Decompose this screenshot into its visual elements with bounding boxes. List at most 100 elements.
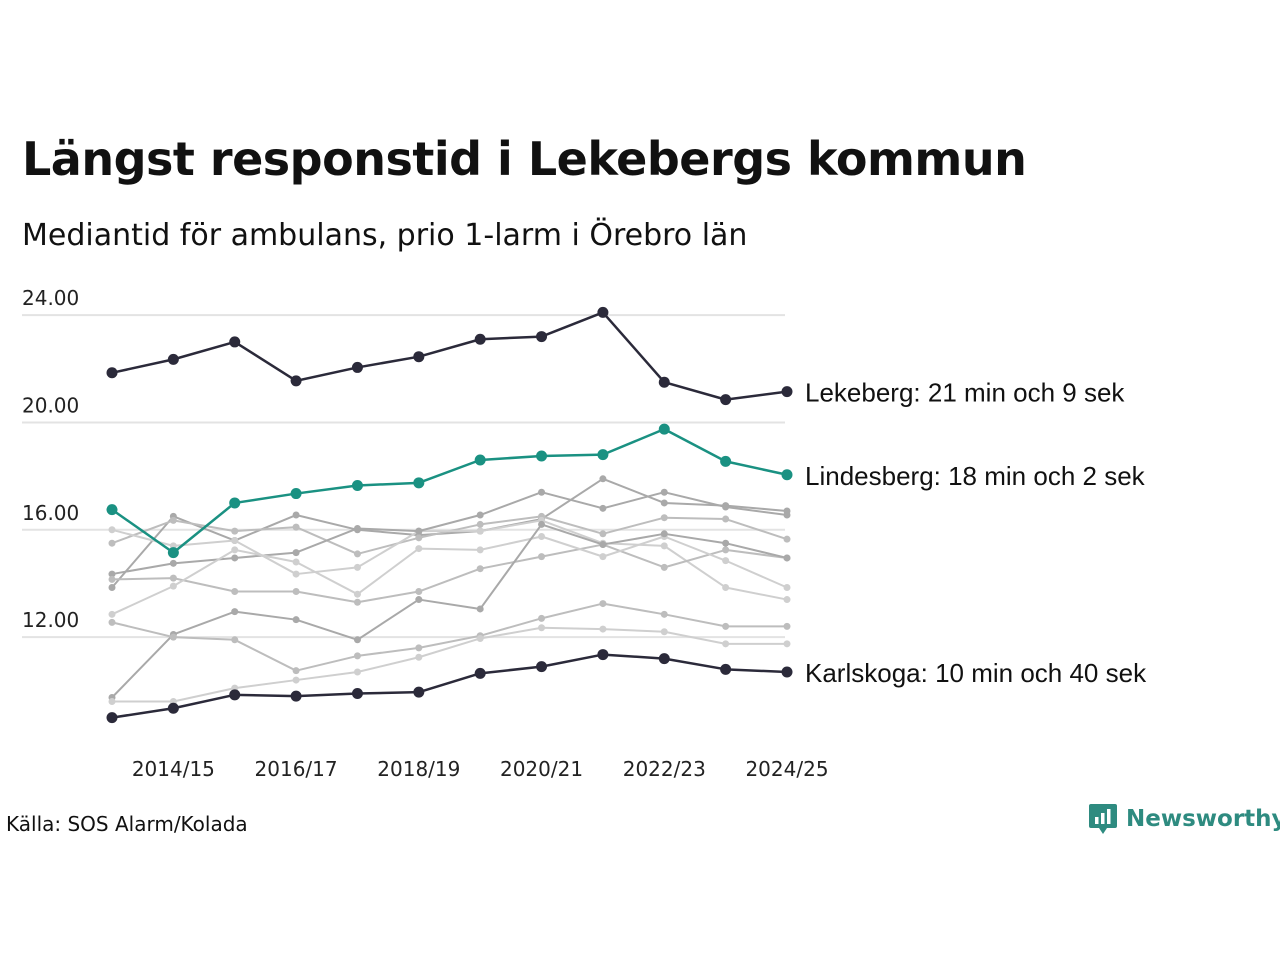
data-point-kommun-f [231,546,239,554]
x-tick-label: 2018/19 [377,757,460,781]
chart-title: Längst responstid i Lekebergs kommun [22,132,1027,186]
data-point-kommun-b [353,550,361,558]
data-point-lekeberg [720,394,732,406]
data-point-kommun-d [783,511,791,519]
data-point-kommun-i [599,625,607,633]
data-point-kommun-e [353,598,361,606]
data-point-lekeberg [536,331,548,343]
data-point-lindesberg [290,488,302,500]
data-point-kommun-h [722,622,730,630]
data-point-kommun-c [476,527,484,535]
y-tick-label: 20.00 [22,393,79,417]
data-point-lekeberg [781,386,793,398]
data-point-kommun-b [783,535,791,543]
y-tick-label: 12.00 [22,608,79,632]
data-point-kommun-h [660,610,668,618]
data-point-kommun-b [599,530,607,538]
data-point-kommun-h [292,667,300,675]
data-point-lekeberg [597,306,609,318]
data-point-lindesberg [781,469,793,481]
series-line-kommun-f [111,535,788,616]
data-point-kommun-f [476,546,484,554]
data-point-kommun-b [660,514,668,522]
data-point-kommun-f [292,558,300,566]
label-layer: Lekeberg: 21 min och 9 sek Lindesberg: 18… [805,378,1147,688]
data-point-kommun-g [538,520,546,528]
data-point-kommun-e [722,546,730,554]
data-point-kommun-c [292,570,300,578]
data-point-kommun-g [660,530,668,538]
data-point-kommun-d [599,504,607,512]
data-point-kommun-b [231,527,239,535]
source-note: Källa: SOS Alarm/Kolada [6,812,248,836]
data-point-lekeberg [290,375,302,387]
data-point-kommun-c [660,542,668,550]
data-point-karlskoga [413,686,425,698]
newsworthy-logo-icon [1089,804,1117,834]
data-point-kommun-a [599,475,607,483]
data-point-kommun-d [415,527,423,535]
data-point-kommun-i [353,668,361,676]
data-point-kommun-h [599,600,607,608]
data-point-kommun-i [538,624,546,632]
data-point-lindesberg [106,504,118,516]
data-point-lekeberg [351,361,363,373]
data-point-kommun-a [108,583,116,591]
data-point-lindesberg [229,497,241,509]
data-point-kommun-d [231,554,239,562]
data-point-lindesberg [474,454,486,466]
data-point-karlskoga [167,702,179,714]
data-point-lindesberg [351,480,363,492]
data-point-kommun-f [353,590,361,598]
data-point-karlskoga [597,649,609,661]
data-point-kommun-f [599,553,607,561]
data-point-kommun-f [108,610,116,618]
data-point-kommun-h [783,622,791,630]
data-point-kommun-b [415,534,423,542]
series-line-karlskoga [111,653,788,719]
data-point-kommun-d [108,570,116,578]
series-label-lindesberg: Lindesberg: 18 min och 2 sek [805,461,1146,491]
data-point-lekeberg [413,351,425,363]
data-point-kommun-i [108,698,116,706]
data-point-kommun-d [722,503,730,511]
data-point-lekeberg [167,353,179,365]
data-point-kommun-b [476,520,484,528]
data-point-kommun-g [415,596,423,604]
data-point-kommun-a [660,499,668,507]
data-point-kommun-e [108,575,116,583]
data-point-lekeberg [229,336,241,348]
data-point-kommun-g [722,539,730,547]
data-point-kommun-h [231,636,239,644]
brand[interactable]: Newsworthy [1088,802,1280,836]
data-point-kommun-e [415,588,423,596]
data-point-kommun-f [783,583,791,591]
data-point-kommun-e [231,588,239,596]
data-point-kommun-c [353,563,361,571]
data-point-kommun-g [353,636,361,644]
data-point-kommun-h [169,633,177,641]
chart-subtitle: Mediantid för ambulans, prio 1-larm i Ör… [22,218,748,253]
series-line-kommun-d [111,491,788,576]
series-line-kommun-e [111,543,788,604]
data-point-kommun-i [415,653,423,661]
x-tick-label: 2016/17 [255,757,338,781]
data-point-kommun-g [476,605,484,613]
data-point-kommun-i [292,676,300,684]
grid-layer: 12.00 16.00 20.00 24.00 2014/15 2016/17 2018/1… [22,286,829,781]
x-tick-label: 2024/25 [745,757,828,781]
data-point-kommun-c [231,537,239,545]
data-point-kommun-g [292,616,300,624]
brand-name: Newsworthy [1126,806,1280,832]
data-point-kommun-e [169,574,177,582]
x-tick-label: 2022/23 [623,757,706,781]
data-point-kommun-d [476,511,484,519]
data-point-kommun-d [538,488,546,496]
data-point-karlskoga [229,689,241,701]
series-line-kommun-c [111,519,788,601]
x-tick-label: 2014/15 [132,757,215,781]
data-point-kommun-b [169,516,177,524]
data-point-lindesberg [658,423,670,435]
data-point-kommun-i [722,640,730,648]
series-line-lindesberg [111,427,788,554]
